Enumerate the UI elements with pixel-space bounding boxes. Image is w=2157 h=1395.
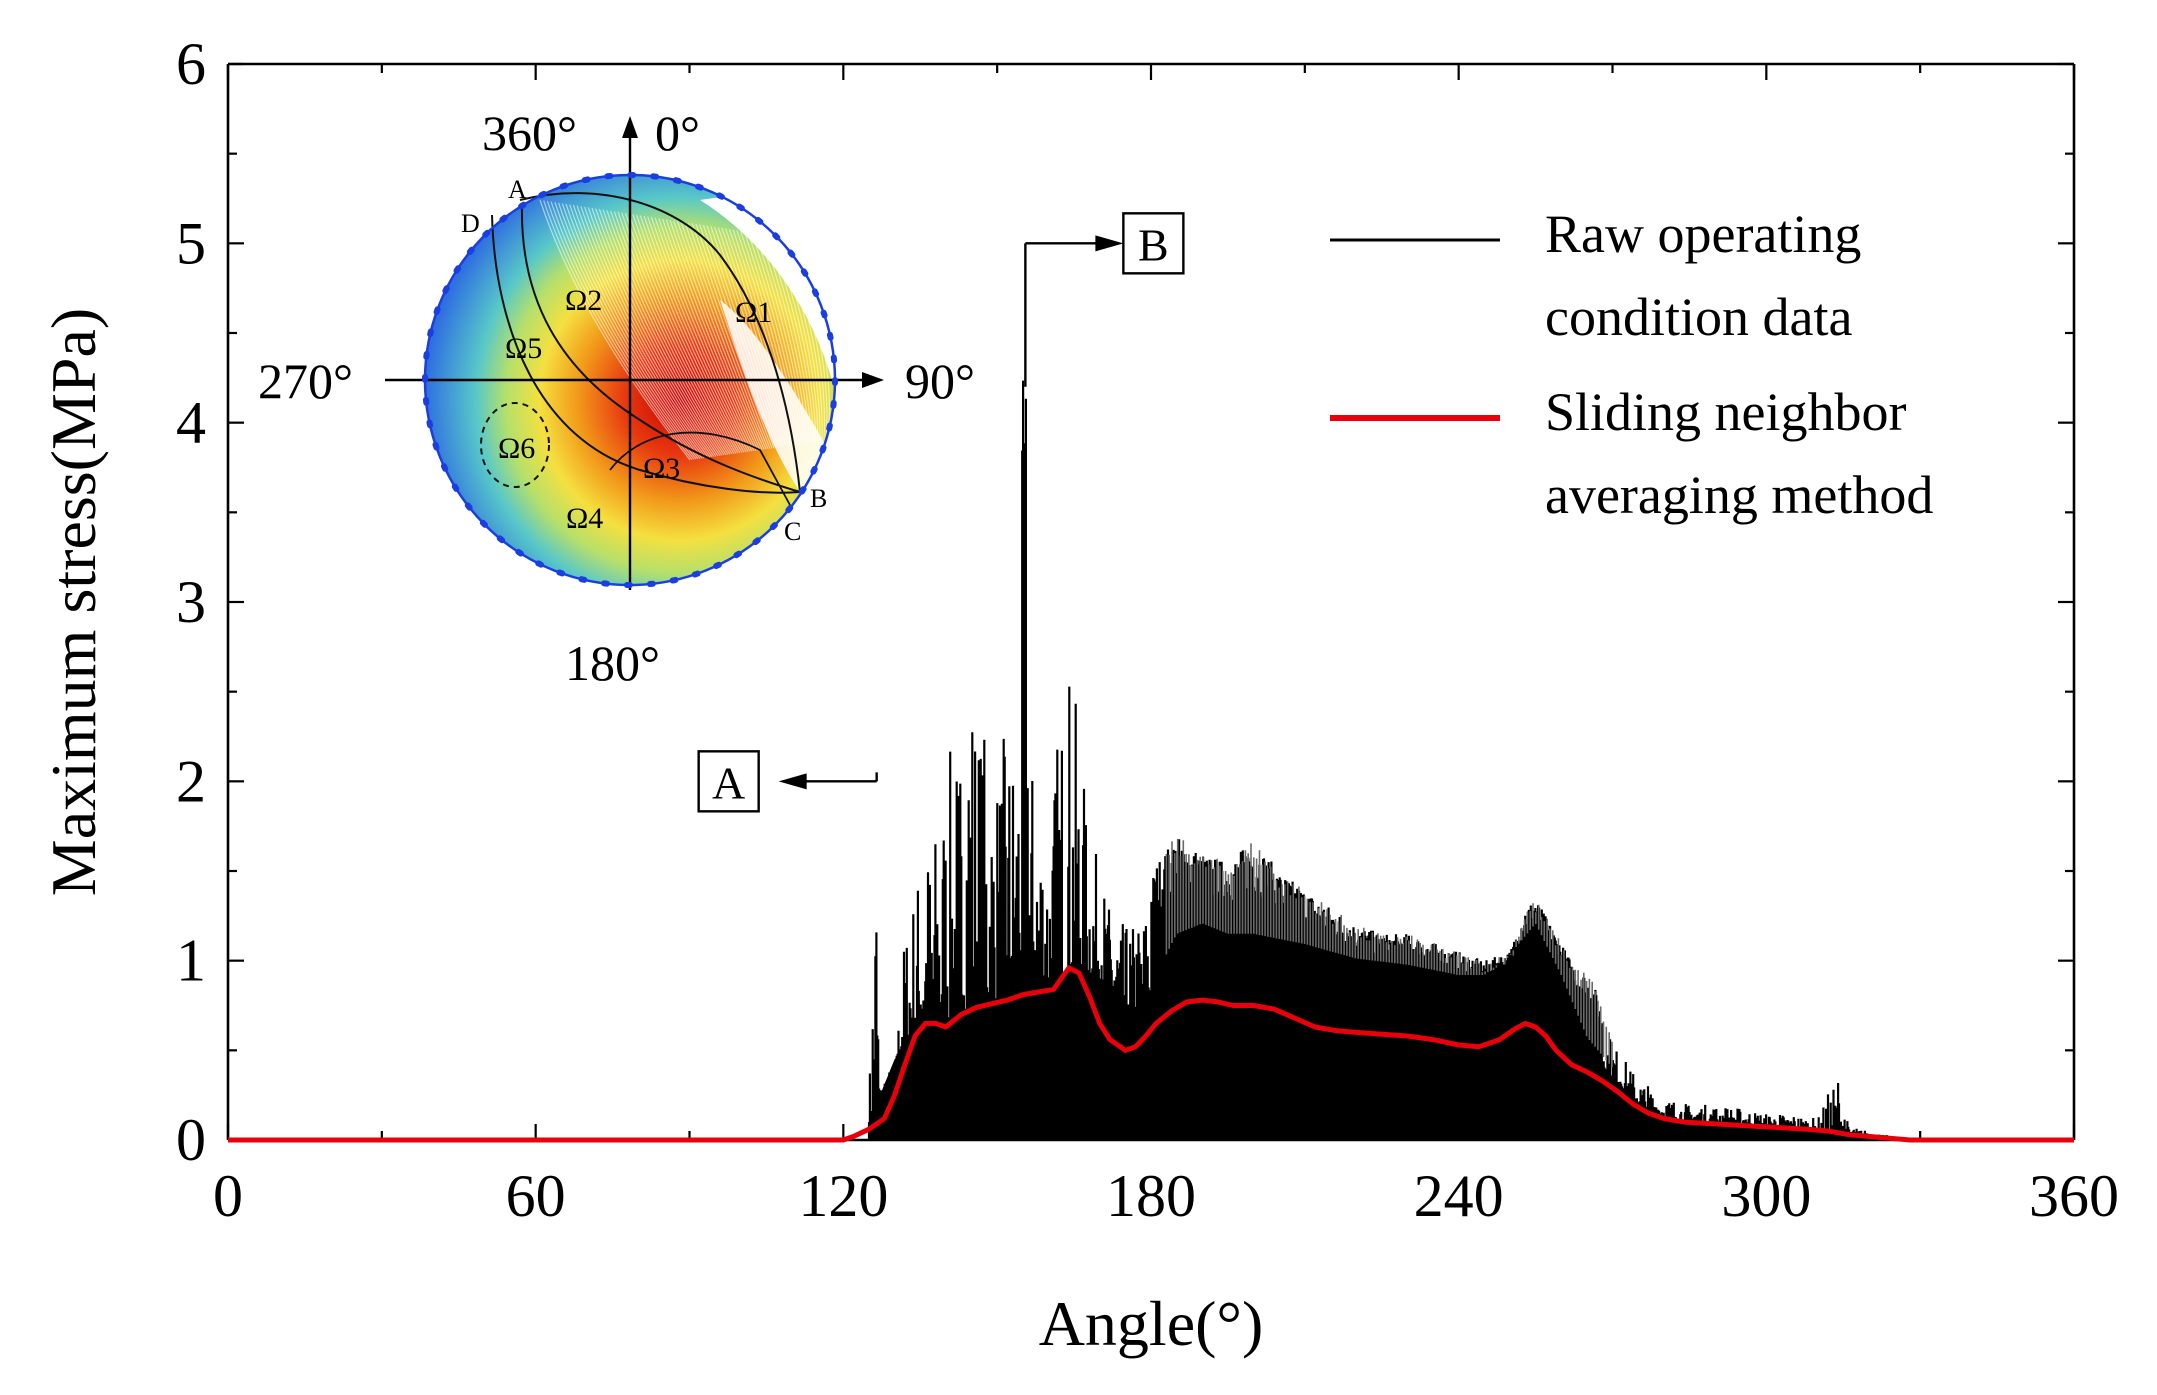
inset-h-arrow — [862, 372, 884, 388]
x-tick-label-60: 60 — [506, 1163, 566, 1229]
y-tick-label-5: 5 — [176, 210, 206, 276]
x-axis-title: Angle(°) — [1039, 1288, 1264, 1359]
y-tick-label-1: 1 — [176, 928, 206, 994]
annotation-b-label: B — [1138, 219, 1169, 270]
annotation-b-arrow — [1095, 235, 1124, 252]
inset-boundary-b — [520, 204, 801, 493]
inset-omega6-ellipse — [480, 402, 550, 488]
inset-omega-4: Ω4 — [566, 502, 603, 535]
annotation-b: B — [1024, 212, 1185, 387]
y-tick-label-2: 2 — [176, 748, 206, 814]
inset-boundary-c — [609, 431, 791, 506]
inset-boundary-d — [491, 214, 801, 494]
legend-average-label-1: Sliding neighbor — [1545, 382, 1907, 442]
inset-label-90: 90° — [905, 353, 975, 409]
x-tick-label-240: 240 — [1414, 1163, 1504, 1229]
y-tick-label-0: 0 — [176, 1107, 206, 1173]
inset-omega-5: Ω5 — [505, 332, 542, 365]
legend-average-label-2: averaging method — [1545, 465, 1933, 525]
inset-point-a: A — [508, 175, 527, 204]
annotation-a-label: A — [712, 757, 745, 808]
inset-label-360: 360° — [482, 105, 577, 161]
legend-raw-label-2: condition data — [1545, 287, 1852, 347]
inset-diagram: 360° 0° 90° 180° 270° Ω1 Ω2 Ω3 Ω4 Ω5 Ω6 … — [258, 105, 975, 691]
average-series-line — [228, 965, 2074, 1143]
inset-omega-1: Ω1 — [735, 296, 772, 329]
inset-v-arrow — [622, 116, 638, 138]
raw-series-body — [868, 951, 1895, 1140]
annotation-a: A — [697, 750, 878, 813]
annotation-b-box — [1122, 212, 1185, 275]
inset-label-180: 180° — [565, 635, 660, 691]
y-tick-label-4: 4 — [176, 390, 206, 456]
inset-ring-thin — [423, 173, 837, 587]
inset-label-270: 270° — [258, 353, 353, 409]
legend: Raw operating condition data Sliding nei… — [1330, 204, 1933, 525]
y-tick-label-6: 6 — [176, 31, 206, 97]
x-tick-label-360: 360 — [2029, 1163, 2119, 1229]
inset-point-c: C — [784, 517, 801, 546]
x-tick-label-120: 120 — [798, 1163, 888, 1229]
inset-omega-3: Ω3 — [643, 452, 680, 485]
legend-raw-label-1: Raw operating — [1545, 204, 1861, 264]
inset-boundary-outer — [519, 192, 801, 493]
y-axis-title: Maximum stress(MPa) — [38, 308, 109, 896]
annotation-a-box — [697, 750, 760, 813]
average-series-group — [228, 965, 2074, 1143]
inset-omega-2: Ω2 — [565, 284, 602, 317]
raw-series-fringe — [1165, 838, 1613, 1068]
inset-point-b: B — [810, 484, 827, 513]
inset-point-d: D — [461, 209, 480, 238]
inset-label-0: 0° — [655, 105, 700, 161]
x-tick-label-180: 180 — [1106, 1163, 1196, 1229]
inset-omega-6: Ω6 — [498, 432, 535, 465]
x-tick-label-300: 300 — [1721, 1163, 1811, 1229]
tick-labels: 0 60 120 180 240 300 360 0 1 2 3 4 5 6 — [176, 31, 2119, 1229]
annotation-a-arrow — [778, 773, 807, 790]
y-tick-label-3: 3 — [176, 569, 206, 635]
x-tick-label-0: 0 — [213, 1163, 243, 1229]
inset-empty-right — [720, 300, 835, 492]
